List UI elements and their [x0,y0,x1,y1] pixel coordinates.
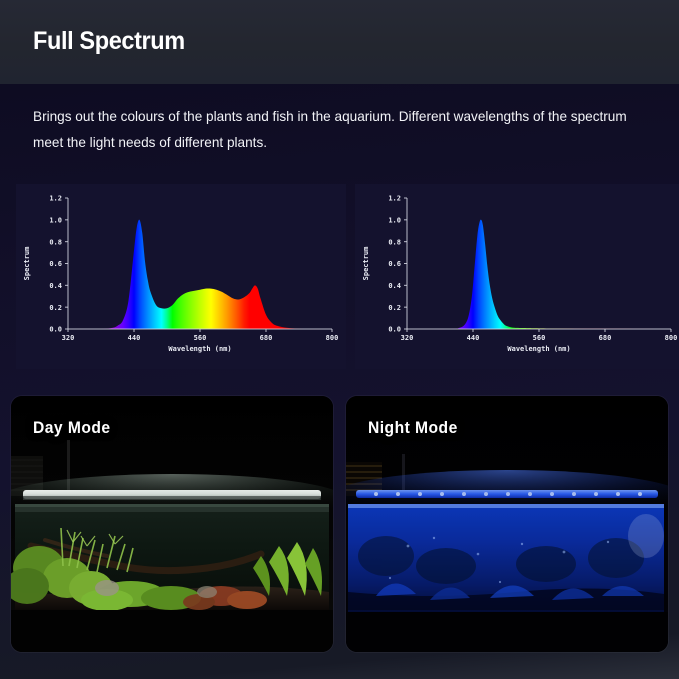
x-tick-label: 440 [467,334,480,342]
y-tick-label: 1.0 [388,216,401,224]
y-tick-label: 0.2 [388,304,401,312]
y-tick-label: 0.4 [49,282,62,290]
night-mode-photo [346,396,668,652]
x-tick-label: 320 [401,334,414,342]
y-tick-label: 1.2 [49,195,62,203]
x-tick-label: 680 [599,334,612,342]
page-body: Brings out the colours of the plants and… [0,84,679,679]
mode-panels: Day Mode [0,396,679,658]
x-axis-label: Wavelength (nm) [507,345,570,353]
chart-plot: 0.0 0.2 0.4 0.6 0.8 1.0 1.2 320 440 560 680 800 Wave… [355,184,679,369]
y-tick-label: 0.0 [49,326,62,334]
intro-paragraph: Brings out the colours of the plants and… [33,109,627,150]
x-tick-label: 320 [62,334,75,342]
x-tick-label: 680 [260,334,273,342]
day-mode-panel[interactable]: Day Mode [11,396,333,652]
spectrum-chart-day: 0.0 0.2 0.4 0.6 0.8 1.0 1.2 320 440 560 680 800 Wave… [16,184,346,369]
y-axis-label: Spectrum [23,247,31,281]
spectrum-chart-night: 0.0 0.2 0.4 0.6 0.8 1.0 1.2 320 440 560 680 800 Wave… [355,184,679,369]
spectrum-area [407,219,671,330]
x-axis-label: Wavelength (nm) [168,345,231,353]
chart-canvas-day: 0.0 0.2 0.4 0.6 0.8 1.0 1.2 320 440 560 680 800 Wave… [16,184,346,369]
page-title: Full Spectrum [33,27,185,55]
y-tick-label: 0.4 [388,282,401,290]
night-mode-panel[interactable]: Night Mode [346,396,668,652]
y-tick-label: 0.6 [388,260,401,268]
chart-background [16,184,346,369]
y-tick-label: 0.8 [49,238,62,246]
day-mode-photo [11,396,333,652]
y-tick-label: 1.0 [49,216,62,224]
x-tick-label: 440 [128,334,141,342]
x-tick-label: 800 [326,334,339,342]
chart-plot: 0.0 0.2 0.4 0.6 0.8 1.0 1.2 320 440 560 680 800 Wave… [16,184,346,369]
night-mode-label: Night Mode [368,418,458,437]
chart-canvas-night: 0.0 0.2 0.4 0.6 0.8 1.0 1.2 320 440 560 680 800 Wave… [355,184,679,369]
y-tick-label: 0.2 [49,304,62,312]
y-tick-label: 0.0 [388,326,401,334]
y-axis-label: Spectrum [362,247,370,281]
day-mode-label: Day Mode [33,418,111,437]
spectrum-charts: 0.0 0.2 0.4 0.6 0.8 1.0 1.2 320 440 560 680 800 Wave… [0,184,679,369]
x-tick-label: 800 [665,334,678,342]
y-tick-label: 0.6 [49,260,62,268]
x-tick-label: 560 [533,334,546,342]
x-tick-label: 560 [194,334,207,342]
y-tick-label: 0.8 [388,238,401,246]
page-header: Full Spectrum [0,0,679,84]
chart-background [355,184,679,369]
spectrum-area [68,219,332,330]
y-tick-label: 1.2 [388,195,401,203]
